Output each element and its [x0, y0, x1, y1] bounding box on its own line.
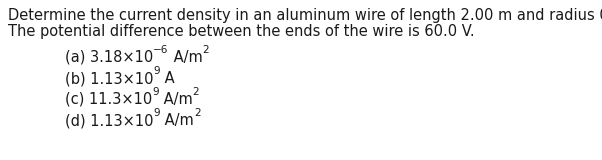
Text: Determine the current density in an aluminum wire of length 2.00 m and radius 0.: Determine the current density in an alum… — [8, 8, 602, 23]
Text: 9: 9 — [154, 66, 160, 76]
Text: A/m: A/m — [160, 113, 194, 128]
Text: −6: −6 — [154, 45, 169, 55]
Text: A/m: A/m — [169, 50, 202, 65]
Text: 9: 9 — [152, 87, 159, 97]
Text: 2: 2 — [194, 108, 200, 118]
Text: (c) 11.3×10: (c) 11.3×10 — [65, 92, 152, 107]
Text: The potential difference between the ends of the wire is 60.0 V.: The potential difference between the end… — [8, 24, 474, 39]
Text: 2: 2 — [202, 45, 209, 55]
Text: A: A — [160, 71, 175, 86]
Text: (d) 1.13×10: (d) 1.13×10 — [65, 113, 154, 128]
Text: 2: 2 — [193, 87, 199, 97]
Text: A/m: A/m — [159, 92, 193, 107]
Text: (a) 3.18×10: (a) 3.18×10 — [65, 50, 154, 65]
Text: 9: 9 — [154, 108, 160, 118]
Text: (b) 1.13×10: (b) 1.13×10 — [65, 71, 154, 86]
